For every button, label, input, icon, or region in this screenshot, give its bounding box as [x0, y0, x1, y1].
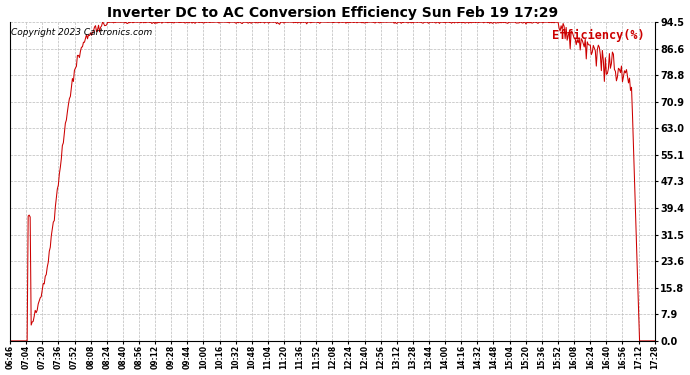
Text: Copyright 2023 Cartronics.com: Copyright 2023 Cartronics.com: [11, 28, 152, 38]
Text: Efficiency(%): Efficiency(%): [553, 28, 645, 42]
Title: Inverter DC to AC Conversion Efficiency Sun Feb 19 17:29: Inverter DC to AC Conversion Efficiency …: [107, 6, 558, 20]
